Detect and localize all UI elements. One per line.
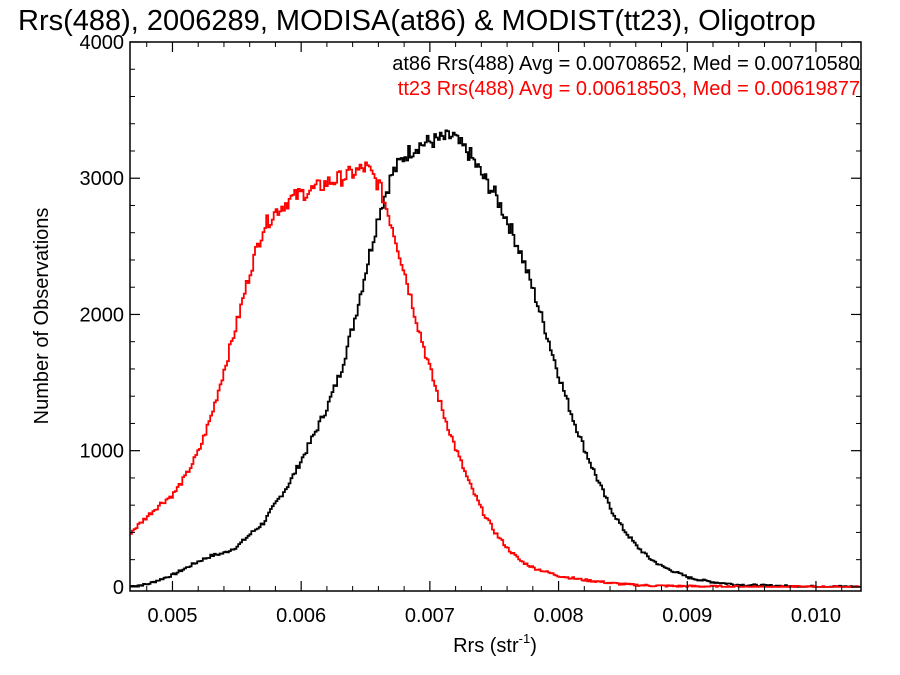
y-tick-label: 0 [113,577,124,599]
x-tick-label: 0.006 [276,605,326,627]
x-tick-label: 0.005 [147,605,197,627]
x-tick-label: 0.008 [534,605,584,627]
legend: at86 Rrs(488) Avg = 0.00708652, Med = 0.… [392,53,860,100]
y-tick-label: 2000 [80,304,125,326]
series-layer [130,129,861,588]
x-tick-label: 0.009 [662,605,712,627]
y-tick-label: 3000 [80,168,125,190]
x-axis: 0.005 0.006 0.007 0.008 0.009 0.010 [146,42,843,627]
y-tick-label: 4000 [80,32,125,54]
x-axis-label: Rrs (str-1) [453,631,537,657]
plot-frame [129,41,862,592]
x-tick-label: 0.010 [791,605,841,627]
y-axis-label: Number of Observations [31,208,53,425]
x-axis-label-exponent: -1 [519,631,531,646]
x-axis-label-close: ) [530,635,537,657]
legend-entry-black: at86 Rrs(488) Avg = 0.00708652, Med = 0.… [392,53,860,75]
chart-title: Rrs(488), 2006289, MODISA(at86) & MODIST… [18,5,816,37]
series-line-0 [130,129,861,588]
series-line-1 [130,161,861,588]
y-tick-label: 1000 [80,441,125,463]
x-tick-label: 0.007 [405,605,455,627]
y-axis: 0 1000 2000 3000 4000 [80,32,861,599]
legend-entry-red: tt23 Rrs(488) Avg = 0.00618503, Med = 0.… [398,78,860,100]
x-axis-label-text: Rrs (str [453,635,519,657]
